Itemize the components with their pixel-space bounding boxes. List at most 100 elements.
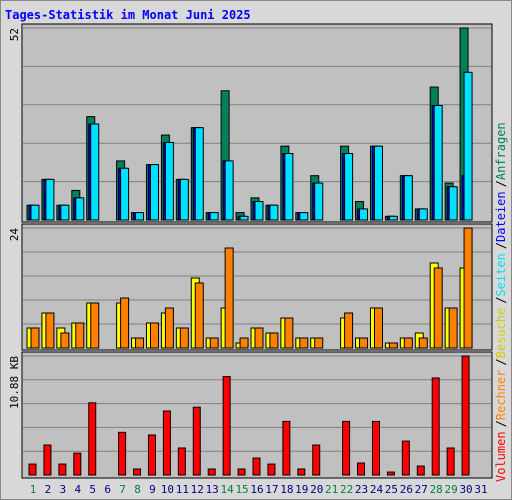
bar [342, 420, 351, 476]
bar [88, 402, 97, 476]
legend-separator: / [494, 242, 508, 249]
x-tick-label: 12 [191, 483, 204, 496]
bar [373, 307, 383, 349]
bar [194, 282, 204, 349]
bar [60, 204, 70, 221]
x-tick-label: 8 [134, 483, 141, 496]
bar [359, 337, 369, 349]
legend: Volumen/Rechner/Besuche/Seiten/Dateien/A… [494, 122, 508, 482]
bar [446, 447, 455, 476]
bar [463, 71, 473, 221]
bar [192, 406, 201, 476]
x-tick-label: 23 [355, 483, 368, 496]
bar [224, 247, 234, 349]
bar [388, 215, 398, 221]
bar [359, 208, 369, 221]
bar [239, 337, 249, 349]
bar [431, 377, 440, 476]
legend-separator: / [494, 358, 508, 365]
bar [30, 204, 40, 221]
x-tick-label: 20 [310, 483, 323, 496]
bar [267, 463, 276, 476]
bar [314, 182, 324, 221]
x-tick-label: 19 [295, 483, 308, 496]
x-tick-label: 30 [459, 483, 472, 496]
x-tick-label: 6 [104, 483, 111, 496]
bar [179, 178, 189, 221]
x-tick-label: 9 [149, 483, 156, 496]
legend-entry: Dateien [494, 191, 508, 242]
bar [299, 337, 309, 349]
bar [284, 153, 294, 221]
legend-separator: / [494, 297, 508, 304]
legend-entry: Rechner [494, 370, 508, 421]
bar [403, 337, 413, 349]
bar [388, 342, 398, 349]
bar [418, 208, 428, 221]
bar [120, 297, 130, 349]
bar [239, 215, 249, 221]
x-tick-label: 14 [221, 483, 235, 496]
y-tick-label: 10.88 KB [8, 356, 21, 409]
bar [224, 160, 234, 221]
x-tick-label: 2 [45, 483, 52, 496]
bar [135, 337, 145, 349]
bar [254, 201, 264, 221]
bar [45, 312, 55, 349]
bar [58, 463, 67, 476]
x-tick-label: 3 [60, 483, 67, 496]
x-tick-label: 13 [206, 483, 219, 496]
x-tick-label: 11 [176, 483, 189, 496]
x-tick-label: 25 [385, 483, 398, 496]
bar [209, 337, 219, 349]
bar [133, 468, 142, 476]
bar [403, 175, 413, 221]
bar [194, 127, 204, 221]
x-tick-label: 28 [430, 483, 443, 496]
bar [73, 452, 82, 476]
bar [164, 141, 174, 221]
bar [120, 167, 130, 221]
bar [418, 337, 428, 349]
bar [75, 322, 85, 349]
x-tick-label: 22 [340, 483, 353, 496]
bar [254, 327, 264, 349]
panel [21, 351, 493, 479]
bar [118, 431, 127, 476]
bar [282, 420, 291, 476]
bar [433, 267, 443, 349]
bar [269, 332, 279, 349]
bar [164, 307, 174, 349]
bar [297, 468, 306, 476]
bar [179, 327, 189, 349]
bar [386, 471, 395, 476]
bar [43, 444, 52, 476]
legend-entry: Besuche [494, 308, 508, 359]
bar [162, 410, 171, 476]
bar [207, 468, 216, 476]
bar [299, 212, 309, 221]
bar [209, 212, 219, 221]
x-tick-label: 24 [370, 483, 384, 496]
bar [45, 178, 55, 221]
y-tick-label: 24 [8, 228, 21, 242]
bar [344, 312, 354, 349]
bar [149, 164, 159, 221]
legend-entry: Anfragen [494, 122, 508, 180]
bar [433, 105, 443, 221]
x-tick-label: 31 [474, 483, 487, 496]
x-tick-label: 4 [74, 483, 81, 496]
x-tick-label: 1 [30, 483, 37, 496]
bar [149, 322, 159, 349]
legend-separator: / [494, 180, 508, 187]
chart-title: Tages-Statistik im Monat Juni 2025 [5, 8, 251, 22]
bar [461, 355, 470, 476]
bar [284, 317, 294, 349]
x-tick-label: 5 [89, 483, 96, 496]
bar [90, 123, 100, 221]
bar [28, 463, 37, 476]
bar [357, 462, 366, 476]
bar [147, 434, 156, 476]
panel [21, 23, 493, 223]
